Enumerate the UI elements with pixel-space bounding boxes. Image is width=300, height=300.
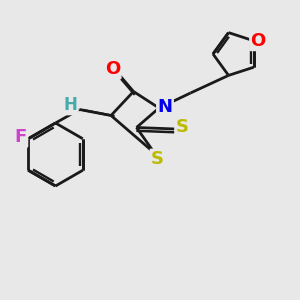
Text: O: O (250, 32, 266, 50)
Text: H: H (64, 96, 77, 114)
Text: N: N (158, 98, 172, 116)
Text: S: S (151, 150, 164, 168)
Text: F: F (15, 128, 27, 146)
Text: S: S (176, 118, 189, 136)
Text: O: O (105, 60, 120, 78)
